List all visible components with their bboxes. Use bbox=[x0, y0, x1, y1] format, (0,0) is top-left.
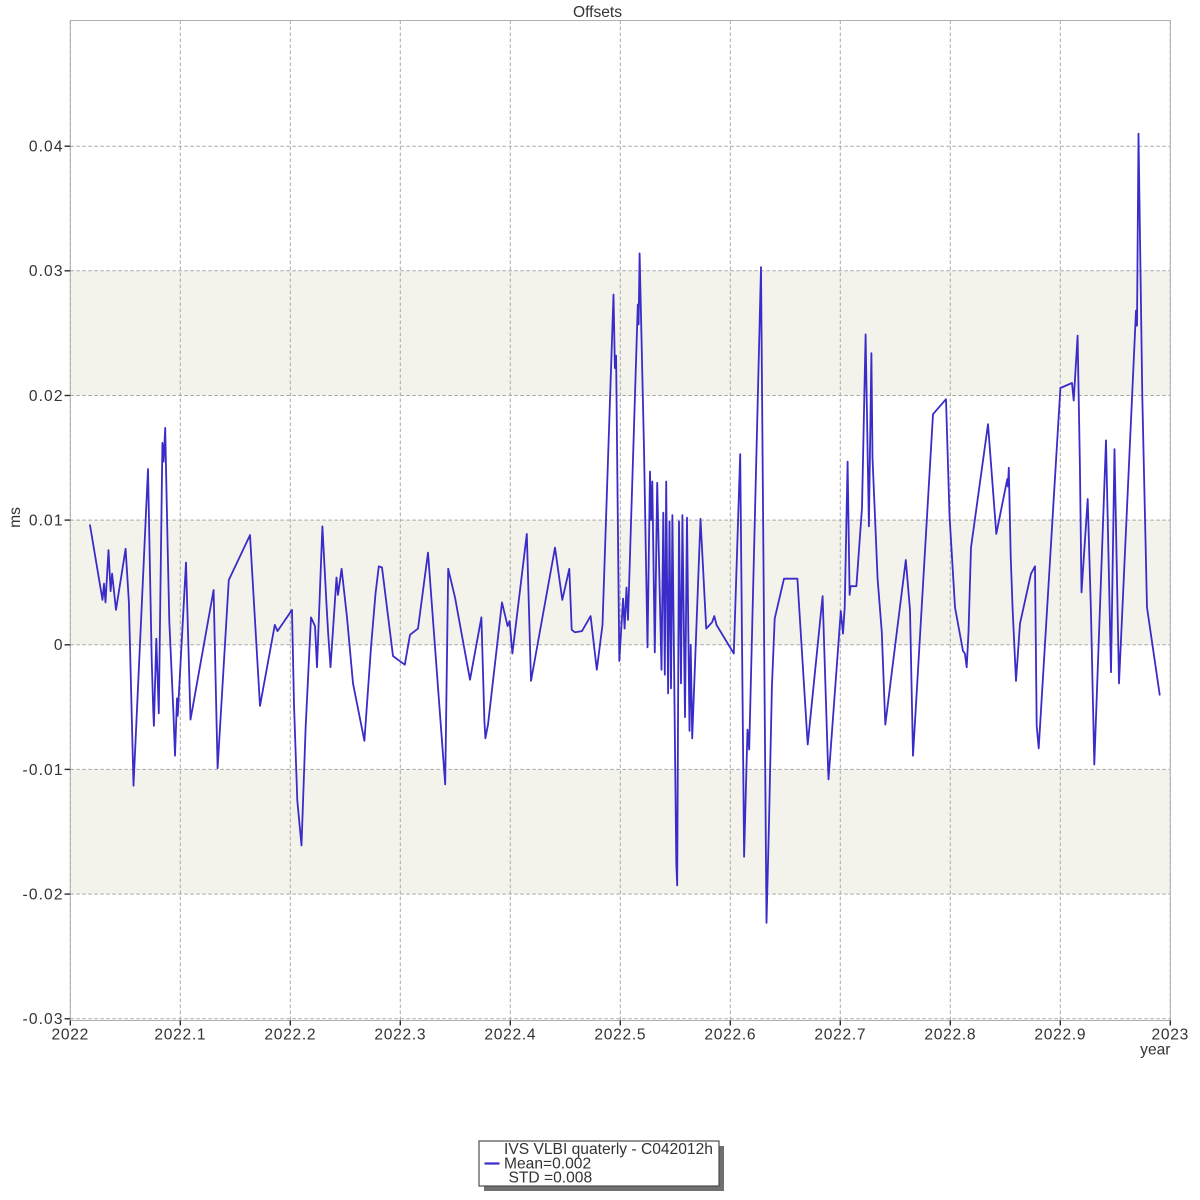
svg-text:2023: 2023 bbox=[1152, 1027, 1190, 1044]
svg-text:2022.9: 2022.9 bbox=[1034, 1027, 1086, 1044]
svg-text:2022.2: 2022.2 bbox=[264, 1027, 316, 1044]
svg-text:-0.02: -0.02 bbox=[23, 887, 64, 904]
svg-text:2022.3: 2022.3 bbox=[374, 1027, 426, 1044]
svg-text:-0.01: -0.01 bbox=[23, 762, 64, 779]
svg-text:0.02: 0.02 bbox=[29, 388, 64, 405]
svg-text:year: year bbox=[1140, 1042, 1170, 1059]
svg-text:-0.03: -0.03 bbox=[23, 1011, 64, 1028]
svg-text:0.04: 0.04 bbox=[29, 139, 64, 156]
svg-text:IVS VLBI quaterly - C042012h: IVS VLBI quaterly - C042012h bbox=[504, 1141, 713, 1158]
svg-text:0: 0 bbox=[54, 637, 64, 654]
svg-text:Mean=0.002: Mean=0.002 bbox=[504, 1156, 591, 1173]
svg-text:2022.1: 2022.1 bbox=[154, 1027, 206, 1044]
svg-text:2022.4: 2022.4 bbox=[484, 1027, 536, 1044]
svg-text:2022: 2022 bbox=[52, 1027, 90, 1044]
svg-text:STD =0.008: STD =0.008 bbox=[509, 1169, 593, 1186]
svg-text:ms: ms bbox=[7, 507, 24, 528]
svg-text:2022.6: 2022.6 bbox=[704, 1027, 756, 1044]
svg-text:2022.8: 2022.8 bbox=[924, 1027, 976, 1044]
svg-text:Offsets: Offsets bbox=[573, 4, 622, 21]
svg-text:0.01: 0.01 bbox=[29, 513, 64, 530]
svg-text:2022.5: 2022.5 bbox=[594, 1027, 646, 1044]
svg-text:2022.7: 2022.7 bbox=[814, 1027, 866, 1044]
svg-text:0.03: 0.03 bbox=[29, 263, 64, 280]
